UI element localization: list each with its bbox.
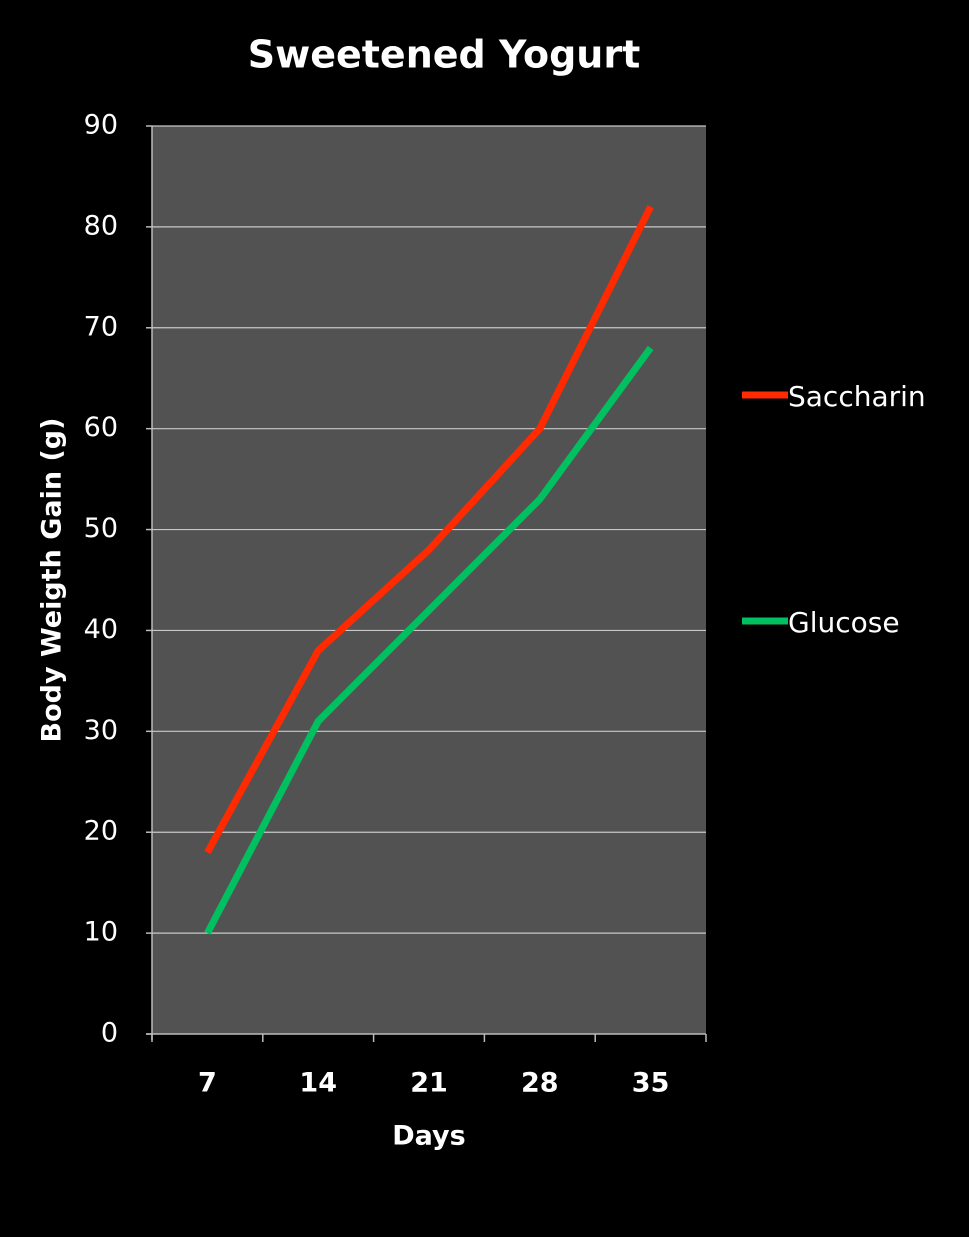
y-tick-label: 90 [84,110,118,141]
x-tick-label: 21 [410,1068,448,1099]
y-tick-label: 80 [84,210,118,241]
y-tick-label: 30 [84,715,118,746]
legend-label: Glucose [788,606,900,639]
y-tick-label: 10 [84,917,118,948]
x-tick-label: 35 [632,1068,670,1099]
x-tick-label: 14 [299,1068,337,1099]
y-tick-label: 60 [84,412,118,443]
chart-title: Sweetened Yogurt [248,33,641,77]
x-tick-label: 28 [521,1068,559,1099]
y-tick-label: 40 [84,614,118,645]
y-tick-label: 70 [84,311,118,342]
y-axis-label: Body Weigth Gain (g) [37,418,68,743]
series-line [204,205,654,855]
y-tick-label: 20 [84,816,118,847]
x-axis-label: Days [392,1121,465,1152]
legend-label: Saccharin [788,380,926,413]
series-line [204,345,654,935]
y-tick-label: 50 [84,513,118,544]
x-tick-label: 7 [198,1068,217,1099]
y-tick-label: 0 [101,1018,118,1049]
